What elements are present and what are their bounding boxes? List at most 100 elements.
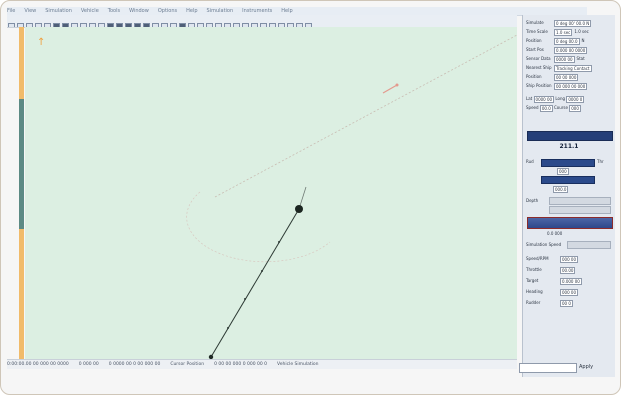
- toolbar-button-icon[interactable]: [278, 23, 285, 27]
- toolbar-button-icon[interactable]: [116, 23, 123, 27]
- toolbar-button-icon[interactable]: [98, 23, 105, 27]
- toolbar-button-icon[interactable]: [17, 23, 24, 27]
- toolbar-button-icon[interactable]: [206, 23, 213, 27]
- course-field[interactable]: 000: [569, 104, 581, 112]
- toolbar-button-icon[interactable]: [197, 23, 204, 27]
- vertical-scale-indicator[interactable]: [19, 99, 24, 229]
- toolbar-button-icon[interactable]: [26, 23, 33, 27]
- control-row-value[interactable]: 00.00: [560, 266, 576, 274]
- toolbar-button-icon[interactable]: [260, 23, 267, 27]
- toolbar-button-icon[interactable]: [296, 23, 303, 27]
- navigation-map[interactable]: ↑: [25, 27, 517, 359]
- control-row-value[interactable]: 00 0: [560, 299, 573, 307]
- panel-row-label: Position: [526, 74, 542, 79]
- panel-row-value[interactable]: 00 000 00 000: [554, 82, 588, 90]
- toolbar-button-icon[interactable]: [143, 23, 150, 27]
- trajectory-start-point: [208, 354, 214, 359]
- map-canvas[interactable]: ↑: [25, 27, 517, 359]
- readout-b-row: 000.0: [553, 185, 569, 193]
- toolbar-button-icon[interactable]: [269, 23, 276, 27]
- trajectory-point: [244, 298, 246, 300]
- control-row-label: Target: [526, 278, 539, 283]
- menu-item[interactable]: Options: [157, 8, 178, 14]
- panel-row-value[interactable]: 0 deg 00' 00.0 N: [554, 19, 592, 27]
- status-segment: Vehicle Simulation: [277, 362, 319, 367]
- toolbar-button-icon[interactable]: [62, 23, 69, 27]
- speed-field[interactable]: 00.0: [539, 104, 553, 112]
- heading-dial[interactable]: [527, 131, 613, 141]
- toolbar-button-icon[interactable]: [35, 23, 42, 27]
- vehicle-trajectory: [210, 208, 300, 358]
- trajectory-point: [261, 270, 263, 272]
- toolbar-button-icon[interactable]: [44, 23, 51, 27]
- toolbar-button-icon[interactable]: [287, 23, 294, 27]
- long-field[interactable]: 0000 0: [566, 95, 585, 103]
- menu-item[interactable]: Window: [129, 8, 149, 14]
- menu-item[interactable]: Help: [186, 8, 198, 14]
- toolbar-button-icon[interactable]: [71, 23, 78, 27]
- toolbar-button-icon[interactable]: [134, 23, 141, 27]
- panel-row-value[interactable]: 0 deg 00.0: [554, 37, 580, 45]
- control-row-label: Rudder: [526, 300, 541, 305]
- toolbar-button-icon[interactable]: [188, 23, 195, 27]
- depth-secondary-field[interactable]: [549, 206, 611, 214]
- menu-item[interactable]: Instruments: [242, 8, 273, 14]
- toolbar-button-icon[interactable]: [107, 23, 114, 27]
- lat-field[interactable]: 0000 00: [533, 95, 555, 103]
- control-row-value[interactable]: 000 00: [560, 288, 578, 296]
- control-row: Throttle 00.00: [526, 266, 576, 274]
- control-row-value[interactable]: 000 00: [560, 255, 578, 263]
- toolbar-button-icon[interactable]: [152, 23, 159, 27]
- contact-marker-icon[interactable]: [382, 83, 399, 94]
- control-row: Target 0.000 00: [526, 277, 582, 285]
- throttle-indicator[interactable]: [541, 176, 595, 184]
- readout-b-field[interactable]: 000.0: [553, 185, 569, 193]
- depth-field[interactable]: [549, 197, 611, 205]
- menu-item[interactable]: Simulation: [45, 8, 72, 14]
- toolbar-button-icon[interactable]: [251, 23, 258, 27]
- panel-row-value[interactable]: Tracking Contact: [554, 64, 592, 72]
- speed-label: Speed: [526, 105, 539, 110]
- toolbar-button-icon[interactable]: [215, 23, 222, 27]
- command-input[interactable]: [519, 363, 577, 373]
- simulation-speed-field[interactable]: [567, 241, 611, 249]
- lat-label: Lat: [526, 96, 533, 101]
- apply-button[interactable]: Apply: [579, 364, 594, 370]
- panel-row-label: Start Pos: [526, 47, 544, 52]
- toolbar-button-icon[interactable]: [161, 23, 168, 27]
- panel-row-value[interactable]: 0.000 00 0000: [554, 46, 588, 54]
- menu-item[interactable]: File: [7, 8, 16, 14]
- toolbar-button-icon[interactable]: [224, 23, 231, 27]
- panel-row: Ship Position 00 000 00 000: [526, 82, 588, 90]
- trajectory-point: [278, 241, 280, 243]
- toolbar-button-icon[interactable]: [170, 23, 177, 27]
- menu-item[interactable]: Tools: [107, 8, 121, 14]
- toolbar-button-icon[interactable]: [8, 23, 15, 27]
- toolbar-button-icon[interactable]: [242, 23, 249, 27]
- speed-header: Lat 0000 00 Long 0000 0: [526, 95, 585, 103]
- toolbar-button-icon[interactable]: [233, 23, 240, 27]
- status-segment: 0 00 00 000 0 000 00 0: [214, 362, 268, 367]
- status-segment: 0 0000 00 0 00 000 00: [108, 362, 161, 367]
- trajectory-point: [227, 327, 229, 329]
- menu-item[interactable]: Simulation: [206, 8, 234, 14]
- menu-item[interactable]: Vehicle: [80, 8, 99, 14]
- panel-row-value[interactable]: 1.0 sec: [554, 28, 573, 36]
- toolbar-button-icon[interactable]: [305, 23, 312, 27]
- control-row-value[interactable]: 0.000 00: [560, 277, 582, 285]
- toolbar-button-icon[interactable]: [179, 23, 186, 27]
- toolbar-button-icon[interactable]: [125, 23, 132, 27]
- rudder-indicator[interactable]: [541, 159, 595, 167]
- toolbar-button-icon[interactable]: [53, 23, 60, 27]
- toolbar-button-icon[interactable]: [80, 23, 87, 27]
- simulation-speed-label: Simulation Speed: [526, 242, 562, 247]
- panel-row-value[interactable]: 00 00 000: [554, 73, 579, 81]
- menu-item[interactable]: Help: [281, 8, 293, 14]
- toolbar-button-icon[interactable]: [89, 23, 96, 27]
- menu-item[interactable]: View: [24, 8, 37, 14]
- vehicle-position-icon[interactable]: [295, 205, 303, 213]
- power-gauge[interactable]: [527, 217, 613, 229]
- panel-row-value[interactable]: 0000 00: [554, 55, 575, 63]
- readout-a-field[interactable]: 000: [557, 167, 569, 175]
- panel-row: Simulate 0 deg 00' 00.0 N: [526, 19, 592, 27]
